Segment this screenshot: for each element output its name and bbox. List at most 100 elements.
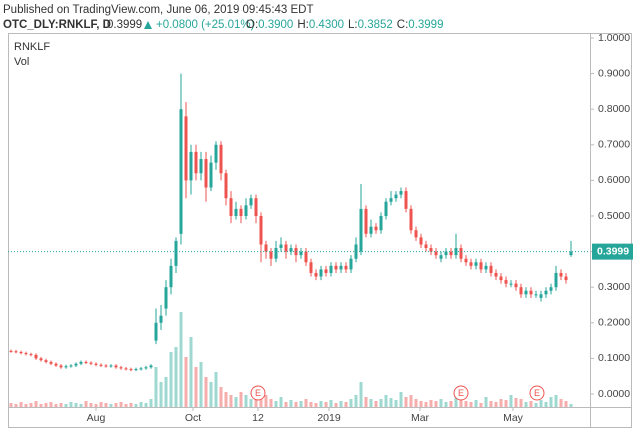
event-label: E [255,388,261,398]
volume-bar [539,400,543,407]
volume-bar [234,397,238,407]
candle-body [449,251,453,256]
volume-bar [199,362,203,407]
volume-bar [364,397,368,407]
candle-body [404,191,408,209]
candle-body [329,265,333,273]
candle-body [339,265,343,270]
candle-body [549,287,553,291]
volume-bar [529,401,533,407]
candle-body [224,173,228,199]
candle-body [524,290,528,295]
volume-bar [334,403,338,407]
volume-bar [434,401,438,407]
y-tick-label: 0.5000 [598,210,630,222]
candle-body [179,109,183,234]
candle-body [139,368,143,370]
candle-body [364,208,368,234]
volume-bar [194,367,198,407]
candle-body [564,276,568,281]
candle-body [444,251,448,256]
candle-body [374,226,378,231]
volume-bar [274,401,278,407]
volume-bar [394,400,398,407]
candle-body [319,269,323,277]
candle-body [499,276,503,281]
volume-bar [14,404,18,407]
volume-bar [499,399,503,407]
volume-bar [119,402,123,407]
volume-bar [179,312,183,407]
volume-bar [294,402,298,407]
candle-body [144,367,148,369]
volume-bar [169,352,173,407]
volume-bar [104,403,108,407]
volume-bar [369,399,373,407]
candle-body [334,265,338,270]
candle-body [504,280,508,284]
volume-bar [304,399,308,407]
ohlc-value: 0.4300 [309,19,344,31]
candle-body [344,265,348,270]
volume-bar [9,403,13,407]
x-tick-label: May [503,412,524,424]
candle-body [254,198,258,216]
volume-bar [559,399,563,407]
candle-body [434,251,438,256]
volume-bar [474,400,478,407]
candle-body [104,365,108,367]
volume-bar [184,357,188,407]
last-price: 0.3999 [107,19,142,31]
candle-body [239,208,243,216]
candle-body [199,159,203,174]
y-tick-label: 0.0000 [598,388,630,400]
candle-body [519,287,523,295]
candle-body [214,144,218,163]
candle-body [264,244,268,252]
candle-body [464,258,468,263]
chart-frame [8,33,632,428]
candle-body [164,287,168,309]
volume-bar [134,404,138,407]
candle-body [184,116,188,181]
candle-body [119,367,123,369]
candle-body [124,368,128,370]
volume-bar [129,403,133,407]
y-tick-label: 0.3000 [598,281,630,293]
volume-bar [389,398,393,407]
volume-bar [209,382,213,407]
volume-bar [204,377,208,407]
candle-body [209,162,213,188]
candle-body [204,159,208,188]
candle-body [79,361,83,364]
candle-body [59,365,63,368]
candle-body [514,283,518,288]
volume-bar [479,403,483,407]
ohlc-value: 0.3999 [408,19,443,31]
volume-bar [344,402,348,407]
ohlc-value: 0.3852 [358,19,393,31]
candle-body [459,248,463,259]
candle-body [369,226,373,234]
volume-bar [399,392,403,407]
volume-bar [524,402,528,407]
volume-bar [299,401,303,407]
volume-bar [269,399,273,407]
volume-bar [554,395,558,407]
candle-body [469,262,473,266]
candle-body [154,322,158,341]
volume-bar [149,399,153,407]
volume-bar [214,372,218,407]
volume-bar [109,404,113,407]
volume-bar [564,401,568,407]
volume-bar [74,403,78,407]
y-tick-label: 0.8000 [598,103,630,115]
volume-bar [139,402,143,407]
y-tick-label: 0.2000 [598,317,630,329]
volume-bar [19,402,23,407]
y-tick-label: 0.9000 [598,67,630,79]
candle-body [359,208,363,252]
event-marker [529,385,545,401]
volume-bar [504,400,508,407]
volume-bar [44,403,48,407]
